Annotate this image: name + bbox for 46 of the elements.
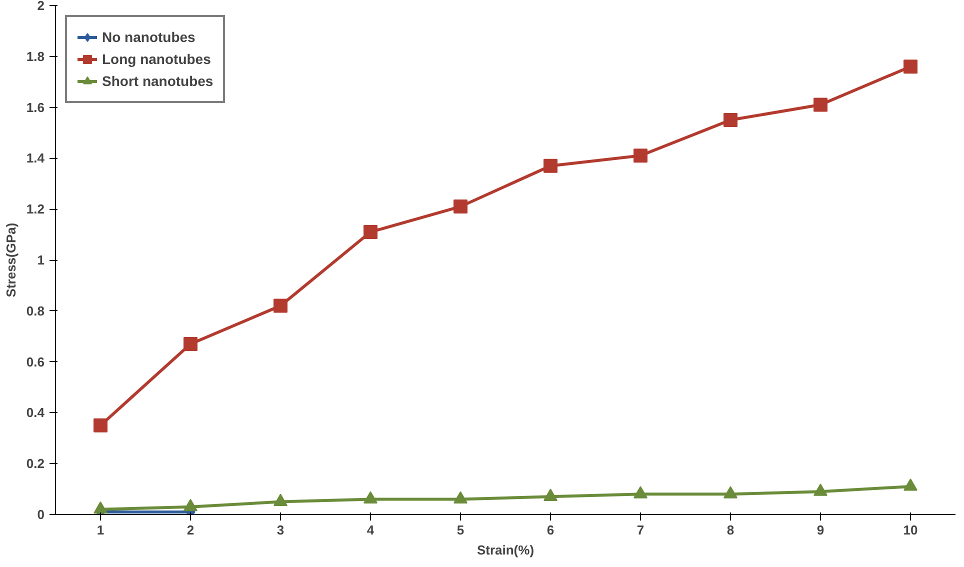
point [94, 501, 108, 514]
point [274, 298, 288, 313]
point [184, 498, 198, 512]
point [364, 491, 378, 504]
y-tick-label: 1.8 [26, 48, 45, 64]
point [724, 113, 738, 128]
x-tick-label: 6 [546, 522, 554, 538]
point [454, 200, 468, 214]
y-tick-label: 1.6 [26, 100, 45, 115]
y-tick-label: 0.8 [26, 303, 45, 318]
point [904, 478, 918, 491]
point [454, 491, 468, 504]
point [814, 98, 828, 112]
x-tick-label: 3 [276, 522, 284, 538]
point [724, 486, 738, 498]
x-tick-label: 5 [456, 522, 464, 538]
x-tick-label: 2 [186, 522, 194, 538]
y-tick-label: 0.2 [26, 456, 45, 472]
y-tick-label: 0 [37, 507, 45, 522]
point [634, 148, 648, 163]
y-tick-label: 1.2 [26, 202, 45, 217]
point [544, 158, 558, 173]
legend-label: Short nanotubes [102, 73, 214, 89]
point [634, 486, 648, 498]
x-tick-label: 8 [726, 522, 734, 538]
point [94, 418, 108, 432]
y-tick-label: 1 [37, 252, 45, 268]
point [364, 225, 378, 240]
x-tick-label: 9 [816, 522, 824, 538]
y-tick-label: 1.4 [26, 150, 46, 166]
x-tick-label: 1 [96, 522, 104, 538]
legend-label: No nanotubes [102, 29, 196, 45]
x-tick-label: 7 [636, 522, 644, 538]
point [814, 484, 828, 496]
y-tick-label: 2 [37, 0, 45, 13]
point [904, 60, 918, 74]
x-axis-title: Strain(%) [476, 542, 534, 558]
x-tick-label: 10 [903, 522, 918, 538]
y-axis-title: Stress(GPa) [3, 222, 18, 298]
y-tick-label: 0.4 [26, 405, 46, 420]
point [544, 488, 558, 501]
legend-label: Long nanotubes [102, 51, 211, 67]
point [274, 494, 288, 506]
point [184, 336, 198, 351]
y-tick-label: 0.6 [26, 354, 45, 370]
x-tick-label: 4 [366, 522, 375, 538]
